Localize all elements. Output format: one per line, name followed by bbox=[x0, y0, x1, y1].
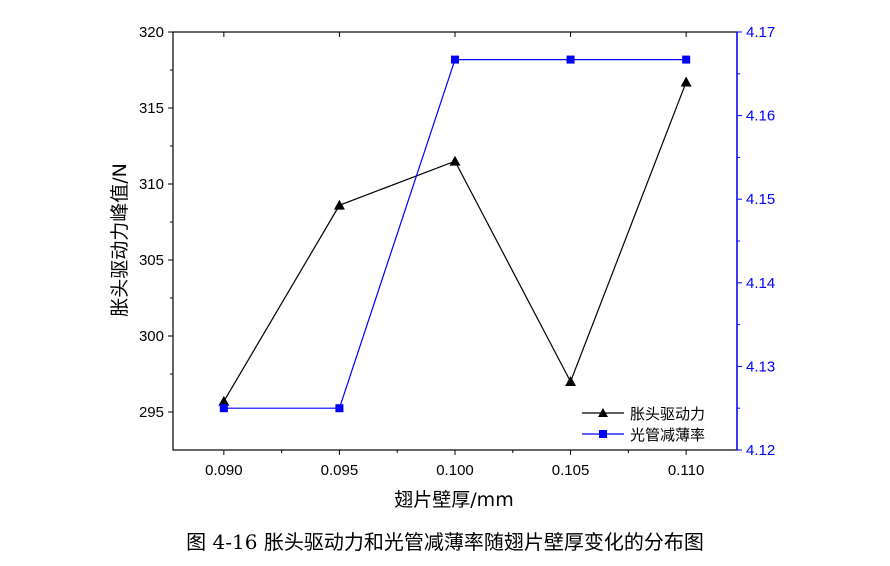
legend-marker-square bbox=[599, 430, 607, 438]
data-point-square bbox=[335, 404, 344, 413]
data-point-square bbox=[451, 55, 459, 64]
y2-tick-label: 4.15 bbox=[746, 191, 775, 208]
y2-tick-label: 4.14 bbox=[746, 275, 775, 292]
y-tick-label: 295 bbox=[139, 404, 164, 421]
data-point-triangle bbox=[680, 76, 692, 87]
y-tick-label: 320 bbox=[139, 24, 164, 41]
x-tick-label: 0.100 bbox=[436, 462, 474, 479]
legend-label-drive-force: 胀头驱动力 bbox=[630, 405, 705, 423]
data-point-triangle bbox=[333, 199, 345, 210]
x-tick-label: 0.105 bbox=[552, 462, 590, 479]
y2-tick-label: 4.17 bbox=[746, 24, 775, 41]
y2-tick-label: 4.16 bbox=[746, 108, 775, 125]
y2-tick-label: 4.12 bbox=[746, 442, 775, 459]
data-point-square bbox=[219, 404, 228, 413]
plot-frame bbox=[172, 31, 738, 451]
legend: 胀头驱动力 光管减薄率 bbox=[582, 405, 705, 444]
y-tick-label: 315 bbox=[139, 100, 164, 117]
legend-marker-triangle bbox=[598, 408, 608, 417]
data-point-triangle bbox=[218, 395, 230, 406]
series-line-1 bbox=[223, 58, 687, 409]
data-point-square bbox=[682, 55, 691, 64]
data-point-triangle bbox=[449, 155, 461, 166]
data-point-square bbox=[566, 55, 575, 64]
y-axis-title: 胀头驱动力峰值/N bbox=[109, 163, 131, 317]
y2-tick-label: 4.13 bbox=[746, 358, 775, 375]
x-tick-label: 0.110 bbox=[668, 462, 704, 479]
series-line-0 bbox=[223, 81, 687, 402]
y-tick-label: 305 bbox=[139, 252, 164, 269]
data-point-triangle bbox=[565, 376, 577, 386]
axes: 0.090 0.095 0.100 0.105 0.110 295 300 305 310 315… bbox=[139, 24, 775, 479]
y-tick-label: 300 bbox=[139, 328, 164, 345]
legend-label-thinning-rate: 光管减薄率 bbox=[630, 426, 705, 444]
series-layer bbox=[218, 55, 692, 413]
figure-caption: 图 4-16 胀头驱动力和光管减薄率随翅片壁厚变化的分布图 bbox=[186, 530, 704, 554]
x-tick-label: 0.090 bbox=[205, 462, 243, 479]
x-axis-title: 翅片壁厚/mm bbox=[394, 489, 513, 511]
y-tick-label: 310 bbox=[139, 176, 164, 193]
x-tick-label: 0.095 bbox=[321, 462, 359, 479]
